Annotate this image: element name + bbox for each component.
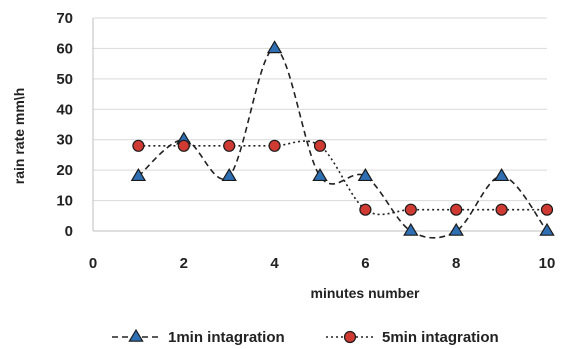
legend-marker-0: [128, 328, 144, 342]
y-axis-title: rain rate mm\h: [11, 88, 27, 184]
y-tick-label-30: 30: [56, 132, 73, 149]
y-tick-label-20: 20: [56, 162, 73, 179]
axes: [92, 18, 547, 232]
data-point-s0-6: [403, 222, 419, 236]
data-point-s1-5: [359, 203, 372, 216]
data-point-s0-8: [493, 168, 510, 182]
y-tick-label-60: 60: [56, 40, 73, 57]
x-tick-label-10: 10: [539, 255, 556, 272]
data-point-s0-0: [130, 168, 147, 182]
data-point-s1-7: [450, 203, 463, 216]
y-tick-label-70: 70: [56, 10, 73, 27]
y-tick-label-50: 50: [56, 71, 73, 88]
y-tick-label-0: 0: [65, 223, 73, 240]
data-point-s1-2: [223, 139, 236, 152]
tick-labels: 0 10 20 30 40 50 60 70 0 2 4 6 8 10: [56, 10, 555, 272]
data-point-s1-0: [132, 139, 145, 152]
legend: 1min intagration 5min intagration: [112, 328, 499, 346]
legend-marker-1: [343, 330, 357, 344]
x-tick-label-0: 0: [89, 255, 97, 272]
data-point-s1-8: [495, 203, 508, 216]
data-point-s0-3: [266, 40, 283, 54]
x-tick-label-6: 6: [361, 255, 369, 272]
data-point-s0-4: [312, 168, 328, 182]
data-point-s0-5: [357, 168, 374, 182]
data-point-s1-4: [313, 139, 327, 152]
data-point-s1-6: [404, 203, 417, 216]
y-tick-label-40: 40: [56, 101, 73, 118]
data-point-s0-7: [448, 222, 464, 236]
x-tick-label-8: 8: [452, 255, 460, 272]
data-point-s0-2: [221, 168, 237, 182]
data-point-s1-9: [540, 203, 554, 216]
data-point-s1-3: [268, 139, 281, 152]
legend-label-1: 5min intagration: [382, 329, 499, 346]
series-line-0: [137, 47, 548, 239]
x-tick-label-2: 2: [180, 255, 188, 272]
legend-label-0: 1min intagration: [168, 329, 285, 346]
data-point-s0-9: [539, 222, 555, 236]
data-point-s1-1: [177, 139, 190, 152]
x-axis-title: minutes number: [311, 285, 420, 301]
series-line-1: [138, 140, 547, 216]
series-layer: [130, 40, 555, 239]
x-tick-label-4: 4: [270, 255, 279, 272]
y-tick-label-10: 10: [56, 193, 73, 210]
